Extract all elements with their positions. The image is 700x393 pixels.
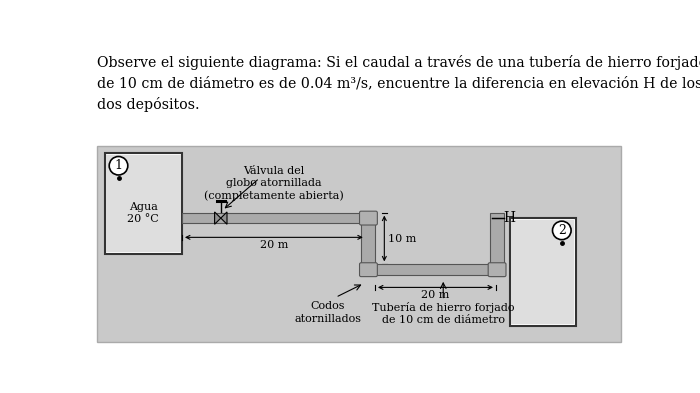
Polygon shape — [220, 212, 227, 224]
Text: Codos
atornillados: Codos atornillados — [294, 301, 361, 324]
Bar — [97, 146, 621, 342]
Text: 1: 1 — [115, 159, 122, 172]
Bar — [104, 153, 182, 253]
Text: 2: 2 — [558, 224, 566, 237]
Bar — [510, 218, 575, 326]
Text: H: H — [503, 211, 515, 225]
Bar — [374, 264, 497, 275]
Text: 20 m: 20 m — [421, 290, 449, 300]
Bar — [512, 220, 574, 324]
Text: Observe el siguiente diagrama: Si el caudal a través de una tubería de hierro fo: Observe el siguiente diagrama: Si el cau… — [97, 55, 700, 112]
Circle shape — [552, 221, 571, 240]
FancyBboxPatch shape — [360, 211, 377, 225]
Bar — [361, 223, 375, 264]
Text: 20 m: 20 m — [260, 240, 288, 250]
Bar — [490, 213, 504, 276]
Bar — [182, 213, 367, 224]
FancyBboxPatch shape — [360, 263, 377, 277]
Bar — [106, 155, 181, 252]
FancyBboxPatch shape — [488, 263, 506, 277]
Circle shape — [109, 156, 128, 175]
Text: 10 m: 10 m — [389, 233, 416, 244]
Polygon shape — [215, 212, 220, 224]
Text: Tubería de hierro forjado
de 10 cm de diámetro: Tubería de hierro forjado de 10 cm de di… — [372, 302, 514, 325]
Text: Agua
20 °C: Agua 20 °C — [127, 202, 159, 224]
Text: Válvula del
globo atornillada
(completamente abierta): Válvula del globo atornillada (completam… — [204, 166, 344, 201]
